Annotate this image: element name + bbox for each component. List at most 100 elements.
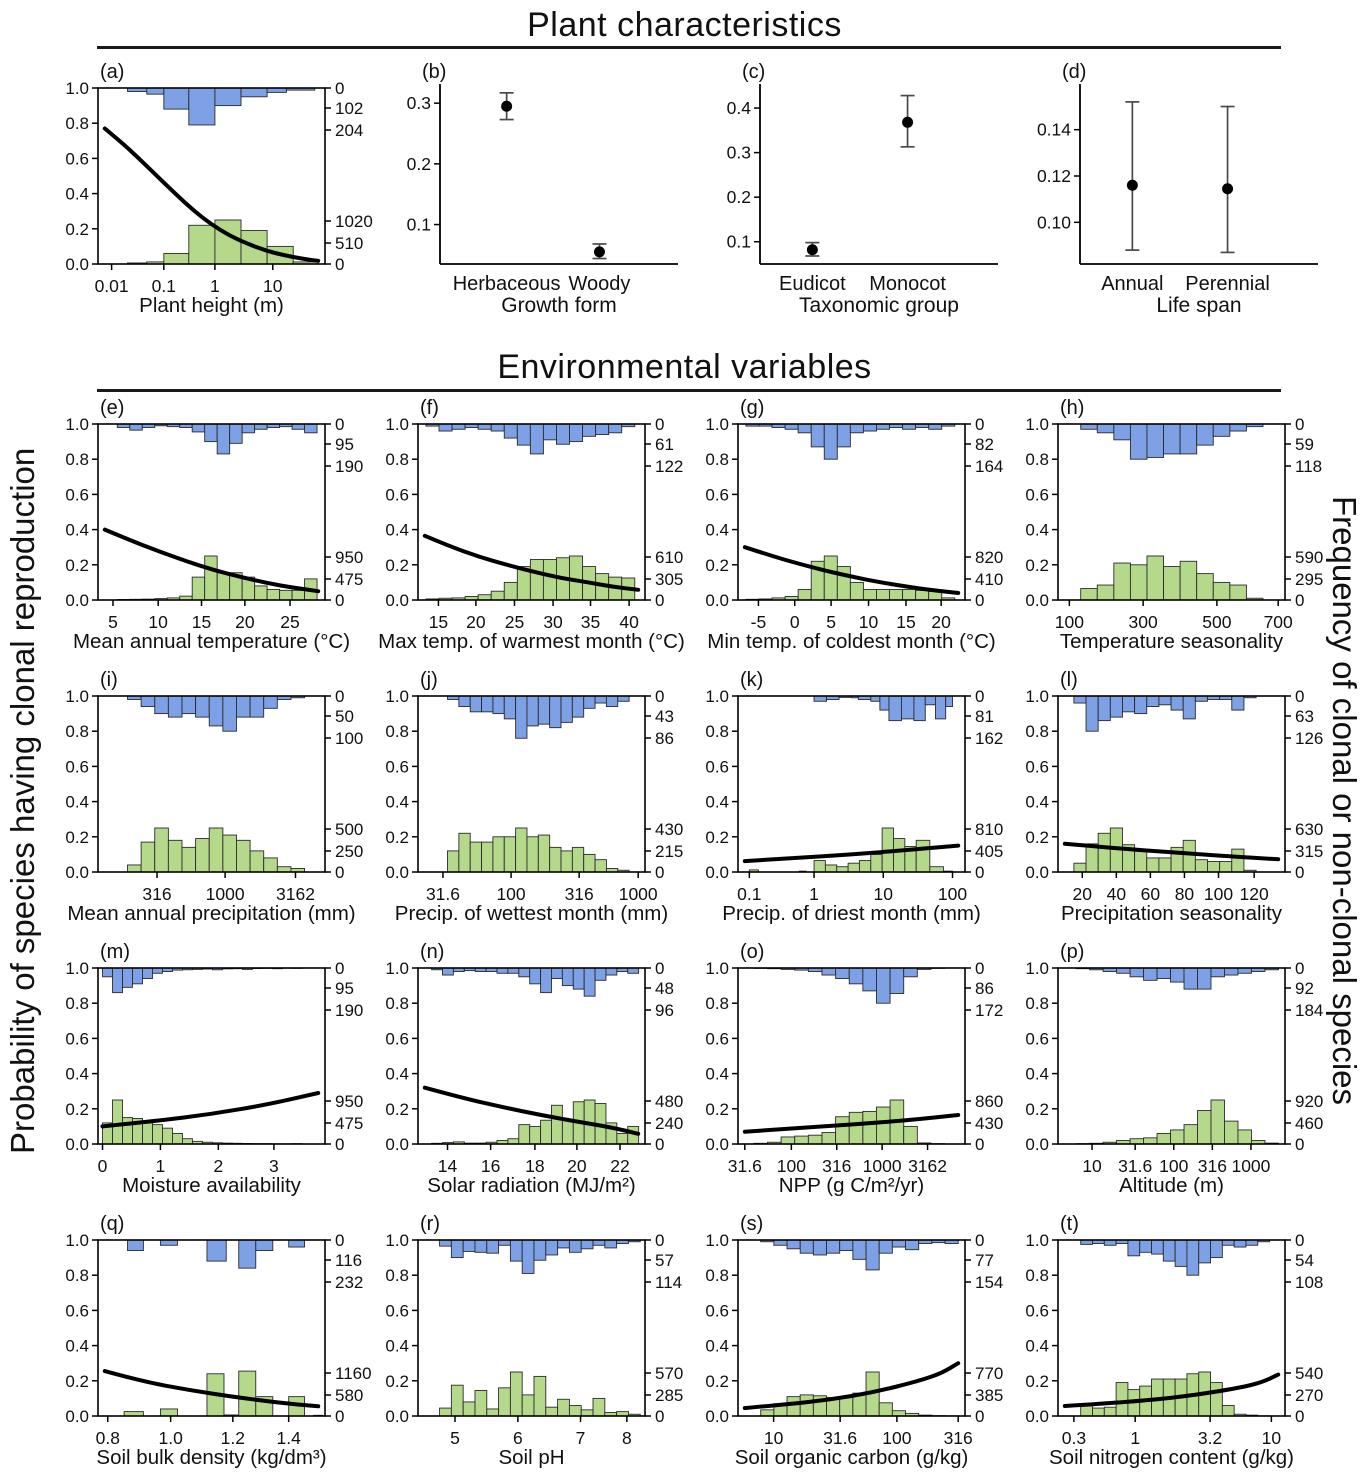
y-tick-label: 0.0: [65, 1407, 89, 1426]
y-tick-label: 0.8: [705, 450, 729, 469]
hist-bar-nonclonal: [556, 423, 570, 445]
hist-bar-nonclonal: [140, 695, 156, 708]
y-tick-label: 0.4: [385, 793, 409, 812]
hist-bar-clonal: [222, 834, 237, 873]
x-tick-label: 0.1: [152, 276, 176, 296]
histogram-clonal-species: [127, 827, 306, 873]
y-tick-label: 0.2: [385, 828, 409, 847]
hist-bar-nonclonal: [450, 1239, 464, 1259]
y-tick-label: 0.3: [407, 93, 431, 113]
hist-bar-clonal: [1115, 1382, 1129, 1417]
right-tick-label: 270: [1295, 1386, 1323, 1405]
hist-bar-nonclonal: [572, 967, 585, 990]
hist-bar-nonclonal: [1097, 695, 1111, 722]
x-tick-label: -5: [751, 612, 767, 632]
hist-bar-clonal: [1096, 584, 1115, 601]
hist-bar-clonal: [167, 839, 183, 873]
right-tick-label: 0: [655, 1407, 664, 1426]
x-tick-label: 2: [213, 1156, 223, 1176]
right-tick-label: 50: [335, 707, 354, 726]
hist-bar-clonal: [142, 1120, 153, 1145]
x-tick-label: 20: [567, 1156, 587, 1176]
hist-bar-clonal: [870, 853, 883, 873]
y-tick-label: 0.2: [407, 154, 431, 174]
hist-bar-nonclonal: [876, 967, 891, 1004]
y-tick-label: 0.3: [727, 143, 751, 163]
y-tick-label: 0.4: [65, 185, 89, 204]
y-tick-label: 0.4: [705, 521, 729, 540]
hist-bar-nonclonal: [518, 967, 531, 978]
hist-bar-nonclonal: [481, 695, 494, 713]
hist-bar-nonclonal: [438, 423, 453, 432]
right-tick-label: 0: [335, 1407, 344, 1426]
y-tick-label: 0.6: [705, 1029, 729, 1048]
plot-box: [737, 695, 966, 873]
histogram-nonclonal-species: [447, 695, 630, 739]
right-tick-label: 820: [975, 548, 1003, 567]
estimate-dot: [902, 116, 914, 128]
hist-bar-nonclonal: [924, 695, 936, 706]
hist-bar-clonal: [903, 1125, 918, 1145]
x-tick-label: 35: [581, 612, 600, 632]
hist-bar-clonal: [266, 588, 281, 601]
hist-bar-nonclonal: [595, 423, 610, 436]
right-tick-label: 570: [655, 1364, 683, 1383]
hist-bar-nonclonal: [1085, 695, 1099, 732]
estimate-with-ci: [592, 243, 607, 260]
y-tick-label: 1.0: [385, 415, 409, 434]
hist-bar-clonal: [568, 1404, 582, 1417]
y-tick-label: 0.4: [1025, 1337, 1049, 1356]
y-tick-label: 1.0: [385, 1231, 409, 1250]
y-tick-label: 0.6: [65, 485, 89, 504]
hist-bar-clonal: [1221, 1404, 1235, 1417]
hist-bar-clonal: [154, 827, 169, 873]
estimate-dot: [1126, 179, 1138, 191]
x-tick-label: 500: [1202, 612, 1231, 632]
y-tick-label: 0.4: [705, 793, 729, 812]
hist-bar-nonclonal: [542, 423, 557, 441]
right-tick-label: 770: [975, 1364, 1003, 1383]
hist-bar-nonclonal: [862, 967, 877, 992]
hist-bar-nonclonal: [891, 1239, 906, 1248]
y-tick-label: 0.0: [705, 863, 729, 882]
y-tick-label: 0.0: [65, 591, 89, 610]
x-tick-label: 31.6: [823, 1428, 857, 1448]
hist-bar-nonclonal: [142, 967, 153, 980]
hist-bar-nonclonal: [1109, 695, 1123, 718]
panel-e-histogram: 0.0 0.2 0.4 0.6 0.8 1.0 0 95 190 950 475 0 5 10 15 20 25…: [58, 397, 400, 656]
plot-box: [97, 967, 326, 1145]
hist-bar-clonal: [481, 841, 494, 873]
histogram-nonclonal-species: [431, 967, 640, 997]
category-label: Annual: [1101, 273, 1163, 295]
trend-curve: [1062, 1372, 1281, 1408]
hist-bar-clonal: [580, 1409, 594, 1417]
y-tick-label: 0.6: [65, 149, 89, 168]
hist-bar-clonal: [836, 566, 851, 601]
hist-bar-clonal: [616, 1132, 629, 1145]
histogram-clonal-species: [116, 555, 318, 601]
right-tick-label: 164: [975, 457, 1003, 476]
x-tick-label: 10: [263, 276, 283, 296]
hist-bar-nonclonal: [571, 695, 585, 718]
panel-h-histogram: 0.0 0.2 0.4 0.6 0.8 1.0 0 59 118 590 295 0 100 300 500…: [1018, 397, 1360, 656]
hist-bar-nonclonal: [1183, 967, 1198, 990]
y-tick-label: 0.6: [65, 1301, 89, 1320]
hist-bar-nonclonal: [839, 1239, 854, 1252]
estimate-with-ci: [499, 92, 514, 121]
estimate-with-ci: [1125, 101, 1140, 251]
hist-bar-nonclonal: [1224, 967, 1239, 976]
hist-bar-nonclonal: [888, 695, 902, 722]
right-tick-label: 0: [335, 591, 344, 610]
hist-bar-clonal: [181, 846, 197, 873]
right-tick-label: 480: [655, 1092, 683, 1111]
hist-bar-clonal: [439, 1407, 452, 1417]
hist-bar-clonal: [518, 1124, 531, 1145]
y-tick-label: 1.0: [385, 687, 409, 706]
y-tick-label: 0.0: [705, 1135, 729, 1154]
histogram-nonclonal-species: [813, 695, 953, 722]
right-tick-label: 0: [1295, 591, 1304, 610]
y-tick-label: 0.4: [1025, 521, 1049, 540]
